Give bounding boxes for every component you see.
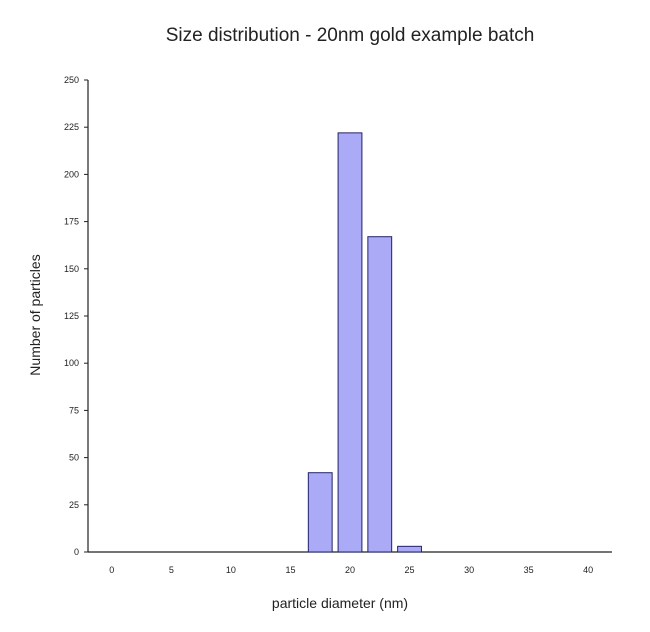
bar-25 <box>397 545 422 553</box>
x-tick-label: 40 <box>583 565 593 575</box>
x-axis: 0 5 10 15 20 25 30 35 40 <box>88 551 612 575</box>
y-tick-label: 225 <box>64 122 79 132</box>
y-tick-label: 75 <box>69 405 79 415</box>
y-tick-label: 150 <box>64 264 79 274</box>
x-tick-label: 35 <box>524 565 534 575</box>
y-tick-label: 50 <box>69 453 79 463</box>
y-tick-label: 250 <box>64 75 79 85</box>
bar-20 <box>337 132 363 553</box>
y-axis-label: Number of particles <box>27 254 43 375</box>
bar-17.5 <box>307 472 333 553</box>
y-axis: 0 25 50 75 100 125 150 175 200 225 250 <box>64 75 89 557</box>
y-tick-label: 125 <box>64 311 79 321</box>
y-tick-label: 100 <box>64 358 79 368</box>
y-tick-label: 0 <box>74 547 79 557</box>
y-tick-label: 175 <box>64 217 79 227</box>
x-tick-label: 10 <box>226 565 236 575</box>
bars <box>307 132 422 553</box>
x-tick-label: 30 <box>464 565 474 575</box>
x-tick-label: 25 <box>405 565 415 575</box>
y-tick-label: 200 <box>64 169 79 179</box>
x-axis-label: particle diameter (nm) <box>272 595 408 611</box>
y-tick-label: 25 <box>69 500 79 510</box>
x-tick-label: 20 <box>345 565 355 575</box>
x-tick-label: 5 <box>169 565 174 575</box>
chart-title: Size distribution - 20nm gold example ba… <box>166 25 535 46</box>
x-tick-label: 0 <box>109 565 114 575</box>
bar-22.5 <box>367 236 393 553</box>
x-tick-label: 15 <box>285 565 295 575</box>
